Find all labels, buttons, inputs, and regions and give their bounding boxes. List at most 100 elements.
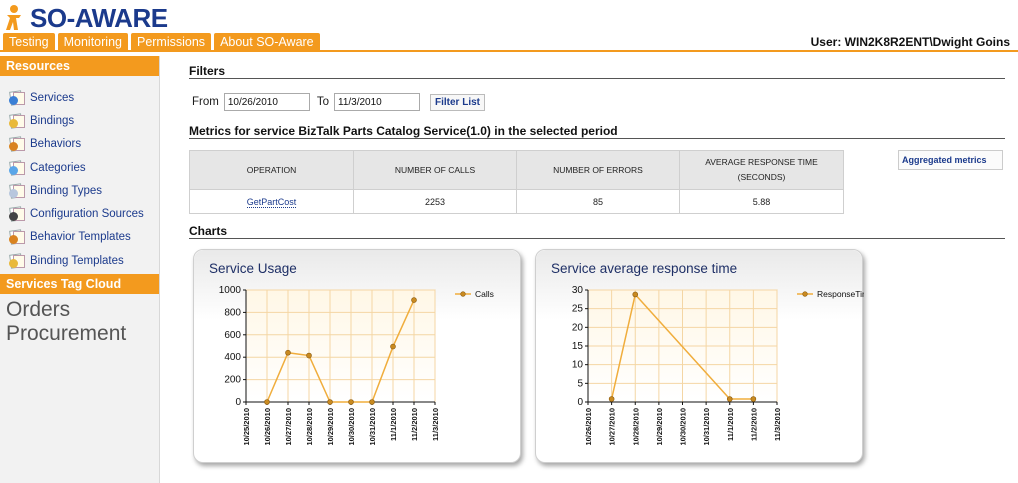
binding-types-icon xyxy=(9,183,27,199)
logo-text: SO-AWARE xyxy=(30,3,168,33)
logo-figure-icon xyxy=(4,4,28,32)
sidebar-item-binding-types[interactable]: Binding Types xyxy=(0,179,159,202)
calls-cell: 2253 xyxy=(353,189,517,214)
sidebar-item-services[interactable]: Services xyxy=(0,86,159,109)
charts-heading: Charts xyxy=(189,216,1005,239)
x-tick-label: 10/27/2010 xyxy=(284,408,293,446)
legend-swatch-marker xyxy=(460,291,466,297)
series-line xyxy=(610,292,754,400)
tag-orders[interactable]: Orders xyxy=(6,298,71,322)
sidebar: Resources Services Bindings Behaviors Ca… xyxy=(0,56,160,483)
from-label: From xyxy=(192,96,219,108)
operation-cell: GetPartCost xyxy=(189,189,354,214)
tab-permissions[interactable]: Permissions xyxy=(130,33,212,52)
errors-cell: 85 xyxy=(516,189,680,214)
data-point xyxy=(348,399,354,405)
logo[interactable]: SO-AWARE xyxy=(4,3,168,33)
to-date-input[interactable] xyxy=(334,93,420,111)
y-tick-label: 800 xyxy=(224,307,241,318)
sidebar-item-binding-templates[interactable]: Binding Templates xyxy=(0,249,159,272)
y-tick-label: 400 xyxy=(224,352,241,363)
table-row: GetPartCost 2253 85 5.88 xyxy=(189,189,844,214)
main-content: Filters From To Filter List Metrics for … xyxy=(189,56,1005,239)
y-tick-label: 20 xyxy=(572,322,584,333)
x-tick-label: 10/29/2010 xyxy=(655,408,664,446)
tab-about[interactable]: About SO-Aware xyxy=(214,33,320,52)
behavior-templates-icon xyxy=(9,229,27,246)
from-date-input[interactable] xyxy=(223,93,310,111)
y-tick-label: 0 xyxy=(235,397,241,408)
data-point xyxy=(608,396,615,402)
y-tick-label: 30 xyxy=(572,285,584,296)
column-header-calls: NUMBER OF CALLS xyxy=(353,150,517,190)
sidebar-item-label: Configuration Sources xyxy=(30,208,144,221)
x-tick-label: 10/31/2010 xyxy=(702,408,711,446)
filter-list-button[interactable]: Filter List xyxy=(430,93,486,111)
metrics-heading: Metrics for service BizTalk Parts Catalo… xyxy=(189,116,1005,139)
x-tick-label: 11/2/2010 xyxy=(749,408,758,441)
configuration-sources-icon xyxy=(9,206,27,222)
data-point xyxy=(750,396,757,402)
binding-templates-icon xyxy=(9,252,27,269)
data-point xyxy=(632,291,639,298)
data-point xyxy=(411,297,417,303)
metrics-table: OPERATION NUMBER OF CALLS NUMBER OF ERRO… xyxy=(189,150,844,214)
data-point xyxy=(264,399,270,405)
aggregated-metrics-button[interactable]: Aggregated metrics xyxy=(898,150,1003,170)
to-label: To xyxy=(316,96,329,108)
sidebar-item-configuration-sources[interactable]: Configuration Sources xyxy=(0,202,159,225)
x-tick-label: 11/1/2010 xyxy=(726,408,735,441)
tab-monitoring[interactable]: Monitoring xyxy=(57,33,128,52)
service-usage-chart-card: Service Usage 0 200 400 600 800 1000 10/25/201… xyxy=(193,249,521,463)
tag-cloud: Orders Procurement xyxy=(0,294,159,350)
y-tick-label: 10 xyxy=(572,360,584,371)
x-tick-label: 10/26/2010 xyxy=(263,408,272,446)
x-tick-label: 11/2/2010 xyxy=(410,408,419,441)
x-tick-label: 10/29/2010 xyxy=(326,408,335,446)
filters-row: From To Filter List xyxy=(192,93,486,111)
sidebar-item-behaviors[interactable]: Behaviors xyxy=(0,133,159,156)
behaviors-icon xyxy=(9,136,27,153)
filters-heading: Filters xyxy=(189,56,1005,79)
x-tick-label: 11/3/2010 xyxy=(431,408,440,441)
chart-title: Service average response time xyxy=(551,261,738,276)
tag-procurement[interactable]: Procurement xyxy=(6,322,127,346)
sidebar-item-label: Behaviors xyxy=(30,138,82,151)
sidebar-item-behavior-templates[interactable]: Behavior Templates xyxy=(0,226,159,249)
y-tick-label: 1000 xyxy=(219,285,242,296)
chart-title: Service Usage xyxy=(209,261,297,276)
categories-icon xyxy=(9,159,27,176)
data-point xyxy=(726,396,733,402)
operation-link[interactable]: GetPartCost xyxy=(246,196,297,208)
y-tick-label: 25 xyxy=(572,304,584,315)
sidebar-item-label: Services xyxy=(30,91,75,104)
column-header-avg-response: AVERAGE RESPONSE TIME (SECONDS) xyxy=(679,150,844,190)
x-tick-label: 10/28/2010 xyxy=(305,408,314,446)
sidebar-item-label: Binding Templates xyxy=(30,254,124,267)
tab-testing[interactable]: Testing xyxy=(3,33,55,52)
x-tick-label: 10/30/2010 xyxy=(679,408,688,446)
x-tick-label: 10/28/2010 xyxy=(631,408,640,446)
data-point xyxy=(285,349,291,356)
sidebar-item-label: Categories xyxy=(30,161,86,174)
y-tick-label: 5 xyxy=(577,378,583,389)
x-tick-label: 10/27/2010 xyxy=(608,408,617,446)
data-point xyxy=(390,343,396,350)
column-header-errors: NUMBER OF ERRORS xyxy=(516,150,680,190)
table-header-row: OPERATION NUMBER OF CALLS NUMBER OF ERRO… xyxy=(189,150,844,190)
user-label: User: WIN2K8R2ENT\Dwight Goins xyxy=(810,35,1010,49)
sidebar-item-categories[interactable]: Categories xyxy=(0,156,159,179)
sidebar-item-label: Binding Types xyxy=(30,184,103,197)
response-time-chart-card: Service average response time 0 5 10 15 20 25… xyxy=(535,249,864,463)
x-tick-label: 11/3/2010 xyxy=(773,408,782,441)
bindings-icon xyxy=(9,113,27,129)
avg-response-cell: 5.88 xyxy=(679,189,844,214)
services-icon xyxy=(9,89,27,106)
tag-cloud-heading: Services Tag Cloud xyxy=(0,274,159,295)
x-tick-label: 10/26/2010 xyxy=(584,408,593,446)
y-tick-label: 600 xyxy=(224,330,241,341)
data-point xyxy=(306,352,312,359)
x-tick-label: 10/31/2010 xyxy=(368,408,377,446)
sidebar-item-bindings[interactable]: Bindings xyxy=(0,109,159,132)
